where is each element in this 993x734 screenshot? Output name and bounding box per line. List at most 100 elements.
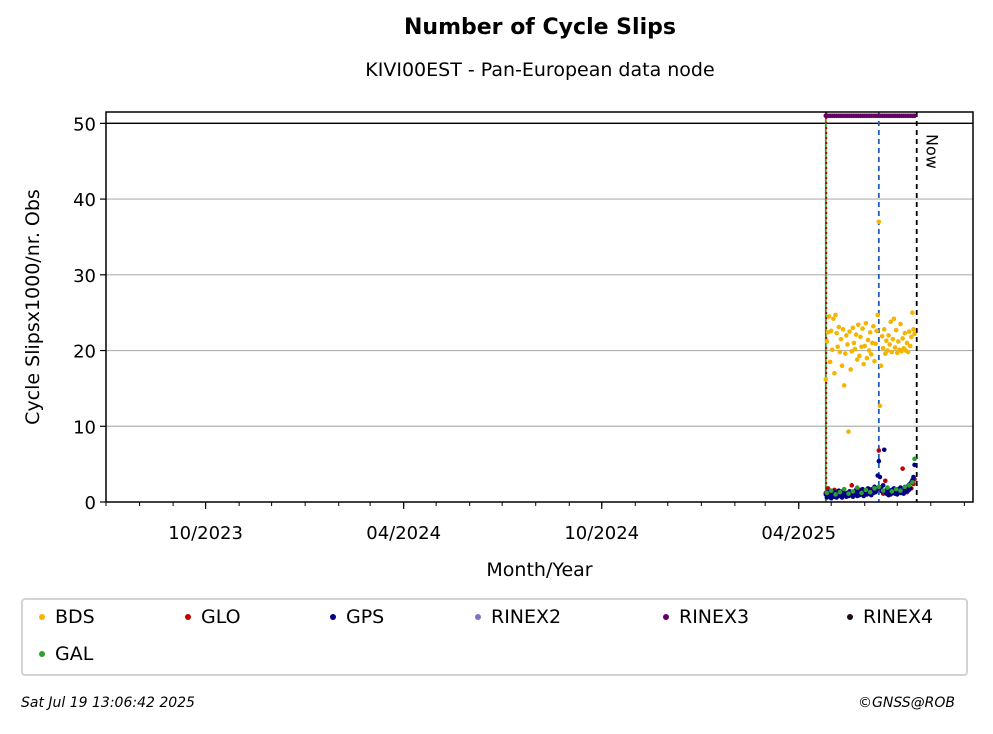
point-glo <box>825 486 831 491</box>
chart-subtitle: KIVI00EST - Pan-European data node <box>365 59 715 81</box>
x-tick-label: 10/2023 <box>168 523 243 544</box>
legend-label: GPS <box>346 606 385 628</box>
point-gal <box>880 488 886 493</box>
point-bds <box>847 329 852 334</box>
point-bds <box>854 357 860 362</box>
point-gal <box>850 489 856 494</box>
point-gal <box>902 484 908 490</box>
point-bds <box>862 343 868 349</box>
point-bds <box>898 321 903 327</box>
point-bds <box>866 348 872 353</box>
point-gps <box>881 447 887 453</box>
point-gal <box>841 486 847 492</box>
point-bds <box>828 328 834 334</box>
point-bds <box>838 336 844 342</box>
point-bds <box>900 336 905 341</box>
y-tick-label: 20 <box>73 342 96 363</box>
point-bds <box>842 351 848 356</box>
point-bds <box>878 363 884 368</box>
point-bds <box>865 337 871 343</box>
point-bds <box>844 333 849 338</box>
point-bds <box>888 319 894 325</box>
point-bds <box>905 349 911 355</box>
point-bds <box>896 339 901 344</box>
y-tick-label: 0 <box>85 493 96 514</box>
point-bds <box>884 338 889 343</box>
legend-marker <box>39 614 45 620</box>
point-gal <box>867 489 873 495</box>
point-bds <box>853 332 859 337</box>
point-bds <box>837 349 843 355</box>
point-bds <box>880 345 886 351</box>
legend-item-bds: BDS <box>39 606 95 628</box>
point-bds <box>857 353 862 359</box>
legend-label: RINEX3 <box>679 606 750 628</box>
x-tick-label: 04/2025 <box>761 523 836 544</box>
point-glo <box>883 478 888 484</box>
point-gal <box>885 485 890 490</box>
legend-marker <box>185 614 191 620</box>
point-bds <box>849 349 855 354</box>
generated-timestamp: Sat Jul 19 13:06:42 2025 <box>21 695 195 711</box>
point-gal <box>876 484 882 490</box>
point-gal <box>859 490 864 496</box>
credit-label: ©GNSS@ROB <box>858 695 955 711</box>
point-bds <box>876 219 882 225</box>
legend-marker <box>847 614 853 620</box>
point-bds <box>873 341 878 347</box>
x-tick-label: 10/2024 <box>564 523 639 544</box>
point-bds <box>826 314 832 319</box>
legend-item-glo: GLO <box>185 606 241 628</box>
point-bds <box>868 352 874 357</box>
point-gal <box>893 486 899 492</box>
reference-lines: Now <box>106 112 973 502</box>
point-bds <box>889 349 895 355</box>
x-tick-label: 04/2024 <box>366 523 441 544</box>
point-gal <box>824 490 830 496</box>
point-gal <box>910 480 915 485</box>
y-tick-label: 50 <box>73 114 96 135</box>
point-bds <box>910 310 915 315</box>
now-marker-label: Now <box>923 134 942 169</box>
axes: 0 10 20 30 40 50 10/2023 04/2024 10/2024 04/2025 <box>73 114 965 544</box>
point-bds <box>890 336 896 342</box>
point-glo <box>876 448 882 453</box>
point-bds <box>879 333 885 339</box>
point-bds <box>855 322 861 328</box>
point-gal <box>854 485 860 490</box>
point-gps <box>877 474 883 480</box>
point-bds <box>836 324 842 330</box>
point-bds <box>912 331 917 337</box>
point-bds <box>835 344 841 350</box>
point-bds <box>840 327 846 332</box>
legend-marker <box>330 614 336 620</box>
point-gal <box>846 491 851 496</box>
legend-label: GAL <box>55 643 94 665</box>
y-tick-label: 40 <box>73 190 96 211</box>
legend: BDS GLO GPS RINEX2 RINEX3 RINEX4 GAL <box>21 598 968 676</box>
y-axis-label: Cycle Slipsx1000/nr. Obs <box>22 189 44 425</box>
legend-marker <box>39 651 45 657</box>
point-bds <box>851 340 857 346</box>
point-bds <box>911 327 916 332</box>
chart-plot: Now 0 10 20 30 40 50 10/2023 04/2024 10/2024 04/2… <box>22 111 974 581</box>
point-bds <box>831 316 836 322</box>
chart-title: Number of Cycle Slips <box>404 15 676 40</box>
point-bds <box>906 329 912 334</box>
point-bds <box>893 327 899 333</box>
legend-label: BDS <box>55 606 95 628</box>
point-gal <box>912 456 917 462</box>
point-bds <box>886 333 891 338</box>
point-bds <box>850 325 856 331</box>
point-gal <box>837 489 843 495</box>
point-bds <box>848 367 853 372</box>
point-gal <box>828 488 834 493</box>
point-bds <box>834 330 839 336</box>
point-bds <box>841 383 847 388</box>
point-bds <box>823 377 829 382</box>
point-bds <box>909 334 914 340</box>
point-bds <box>824 339 830 344</box>
data-points <box>823 113 917 501</box>
point-gps <box>880 483 886 488</box>
point-gps <box>876 458 882 464</box>
